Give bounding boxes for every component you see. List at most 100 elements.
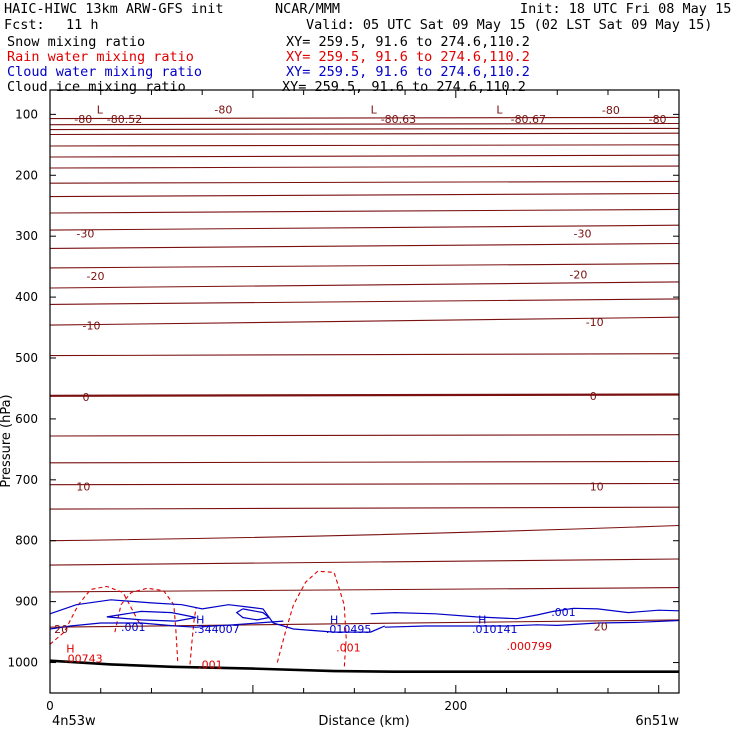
isotherm-line bbox=[49, 281, 680, 289]
y-axis-title: Pressure (hPa) bbox=[0, 394, 14, 487]
isotherm-line bbox=[49, 165, 680, 169]
field-name-cloud-water: Cloud water mixing ratio bbox=[7, 64, 203, 80]
isotherm-label: 20 bbox=[54, 623, 68, 636]
y-tick-label: 200 bbox=[15, 168, 38, 182]
isotherm-label: -80.52 bbox=[107, 113, 142, 126]
cloud-water-contours bbox=[49, 599, 680, 633]
isotherm-line bbox=[49, 208, 680, 214]
y-tick-label: 1000 bbox=[7, 656, 38, 670]
rain-water-contours bbox=[49, 570, 347, 669]
isotherm-line bbox=[49, 393, 680, 397]
rain-water-label: .000799 bbox=[507, 640, 553, 653]
isotherm-line bbox=[49, 242, 680, 249]
rain-water-label: .001 bbox=[336, 641, 361, 654]
y-tick-label: 500 bbox=[15, 351, 38, 365]
field-xy-cloud-water: XY= 259.5, 91.6 to 274.6,110.2 bbox=[286, 64, 530, 80]
init-time: Init: 18 UTC Fri 08 May 15 bbox=[520, 1, 732, 17]
valid-time: Valid: 05 UTC Sat 09 May 15 (02 LST Sat … bbox=[306, 17, 713, 33]
cloud-water-label: H bbox=[478, 613, 486, 626]
y-tick-label: 300 bbox=[15, 229, 38, 243]
y-tick-label: 100 bbox=[15, 107, 38, 121]
cloud-water-label: .344007 bbox=[194, 623, 240, 636]
forecast-label: Fcst: bbox=[4, 17, 45, 33]
rain-water-contour bbox=[189, 607, 197, 665]
isotherm-line bbox=[49, 587, 680, 593]
isotherm-label: -80.67 bbox=[511, 113, 546, 126]
isotherm-line bbox=[49, 132, 680, 136]
isotherm-label: -20 bbox=[569, 269, 587, 282]
x-start-location: 4n53w bbox=[52, 714, 96, 729]
isotherm-line bbox=[49, 619, 680, 628]
y-tick-label: 900 bbox=[15, 595, 38, 609]
isotherm-line bbox=[49, 192, 680, 198]
rain-water-contour bbox=[49, 585, 140, 645]
isotherm-line bbox=[49, 524, 680, 542]
field-xy-cloud-ice: XY= 259.5, 91.6 to 274.6,110.2 bbox=[282, 79, 526, 95]
rain-water-label: H bbox=[66, 643, 74, 656]
cloud-water-contour bbox=[370, 607, 680, 620]
isotherm-line bbox=[49, 434, 680, 437]
isotherm-line bbox=[49, 506, 680, 510]
x-end-location: 6n51w bbox=[635, 714, 679, 729]
isotherm-label: -80.63 bbox=[381, 113, 416, 126]
cloud-water-label: .001 bbox=[551, 606, 576, 619]
isotherm-label: -80 bbox=[602, 104, 620, 117]
cloud-water-label: .010141 bbox=[472, 623, 518, 636]
isotherm-label: 20 bbox=[594, 621, 608, 634]
x-tick-label: 0 bbox=[46, 699, 54, 713]
y-tick-label: 400 bbox=[15, 290, 38, 304]
field-name-rain: Rain water mixing ratio bbox=[7, 49, 194, 65]
y-tick-label: 800 bbox=[15, 534, 38, 548]
contour-labels: -80 -80.52 -80 -80.63 -80.67 -80 -80 L L L -30 -30 -… bbox=[54, 104, 666, 672]
cloud-water-contour bbox=[384, 619, 680, 628]
isotherm-line bbox=[49, 116, 680, 120]
isotherm-label: -20 bbox=[87, 270, 105, 283]
isotherm-line bbox=[49, 224, 680, 231]
isotherm-line bbox=[49, 122, 680, 126]
x-axis-title: Distance (km) bbox=[318, 714, 409, 729]
field-name-snow: Snow mixing ratio bbox=[7, 34, 146, 50]
cloud-water-contour bbox=[49, 620, 284, 630]
y-tick-label: 700 bbox=[15, 473, 38, 487]
isotherm-line bbox=[49, 180, 680, 184]
isotherm-label: -10 bbox=[83, 320, 101, 333]
y-tick-label: 600 bbox=[15, 412, 38, 426]
field-name-cloud-ice: Cloud ice mixing ratio bbox=[7, 79, 186, 95]
isotherm-line bbox=[49, 298, 680, 305]
cloud-water-contour bbox=[49, 599, 386, 633]
isotherm-label: L bbox=[371, 104, 378, 117]
cloud-water-contour bbox=[235, 608, 271, 621]
plot-frame bbox=[49, 89, 680, 694]
isotherm-label: 10 bbox=[590, 481, 604, 494]
isotherm-line bbox=[49, 144, 680, 147]
temperature-isotherms bbox=[49, 116, 680, 628]
cloud-water-label: H bbox=[196, 613, 204, 626]
isotherm-label: 0 bbox=[590, 390, 597, 403]
isotherm-label: -80 bbox=[74, 113, 92, 126]
isotherm-line bbox=[49, 558, 680, 566]
isotherm-line bbox=[49, 353, 680, 357]
isotherm-line bbox=[49, 482, 680, 486]
cloud-water-contour bbox=[106, 610, 197, 622]
isotherm-label: -30 bbox=[574, 228, 592, 241]
isotherm-line bbox=[49, 460, 680, 464]
rain-water-contour bbox=[114, 587, 179, 663]
isotherm-label: L bbox=[97, 104, 104, 117]
cloud-water-label: .010495 bbox=[326, 623, 372, 636]
x-tick-label: 200 bbox=[444, 699, 467, 713]
isotherm-label: -30 bbox=[76, 228, 94, 241]
model-title: HAIC-HIWC 13km ARW-GFS init bbox=[4, 1, 224, 17]
isotherm-line bbox=[49, 127, 680, 131]
isotherm-label: -10 bbox=[586, 316, 604, 329]
rain-water-label: .00743 bbox=[64, 652, 103, 665]
cloud-water-label: .001 bbox=[121, 621, 146, 634]
isotherm-label: L bbox=[496, 104, 503, 117]
isotherm-line bbox=[49, 263, 680, 269]
rain-water-label: .001 bbox=[198, 658, 223, 671]
field-xy-rain: XY= 259.5, 91.6 to 274.6,110.2 bbox=[286, 49, 530, 65]
isotherm-label: -80 bbox=[214, 104, 232, 117]
forecast-hour: 11 h bbox=[66, 17, 99, 33]
